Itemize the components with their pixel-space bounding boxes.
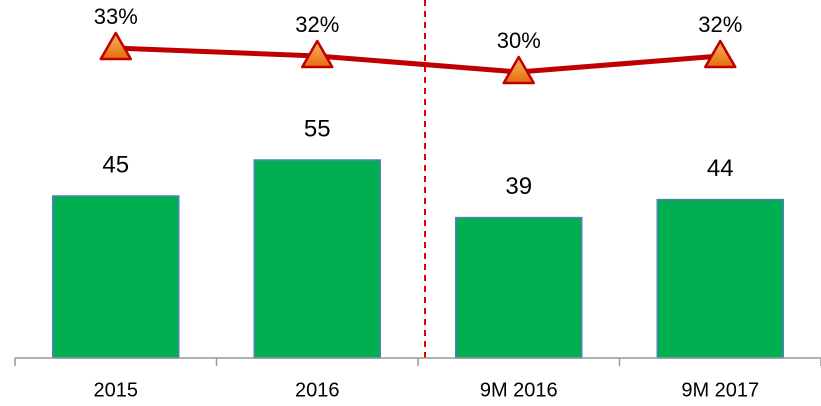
- x-tick-label: 9M 2016: [480, 379, 558, 401]
- ratio-marker: [99, 31, 132, 61]
- x-tick-label: 2016: [295, 379, 340, 401]
- x-tick-label: 9M 2017: [681, 379, 759, 401]
- bar: [52, 195, 180, 359]
- bar: [656, 198, 784, 359]
- ratio-marker: [502, 55, 535, 85]
- ratio-value-label: 32%: [295, 12, 339, 37]
- bar: [455, 216, 583, 359]
- ratio-line: [115, 45, 721, 75]
- x-tick-label: 2015: [94, 379, 139, 401]
- bar: [253, 159, 381, 359]
- bar-value-label: 55: [304, 115, 331, 142]
- ratio-marker: [704, 39, 737, 69]
- ratio-value-label: 32%: [698, 12, 742, 37]
- ratio-value-label: 30%: [497, 28, 541, 53]
- bar-value-label: 44: [707, 155, 734, 182]
- ratio-value-label: 33%: [94, 4, 138, 29]
- bar-value-label: 39: [505, 173, 532, 200]
- ratio-marker: [301, 39, 334, 69]
- bar-value-label: 45: [102, 151, 129, 178]
